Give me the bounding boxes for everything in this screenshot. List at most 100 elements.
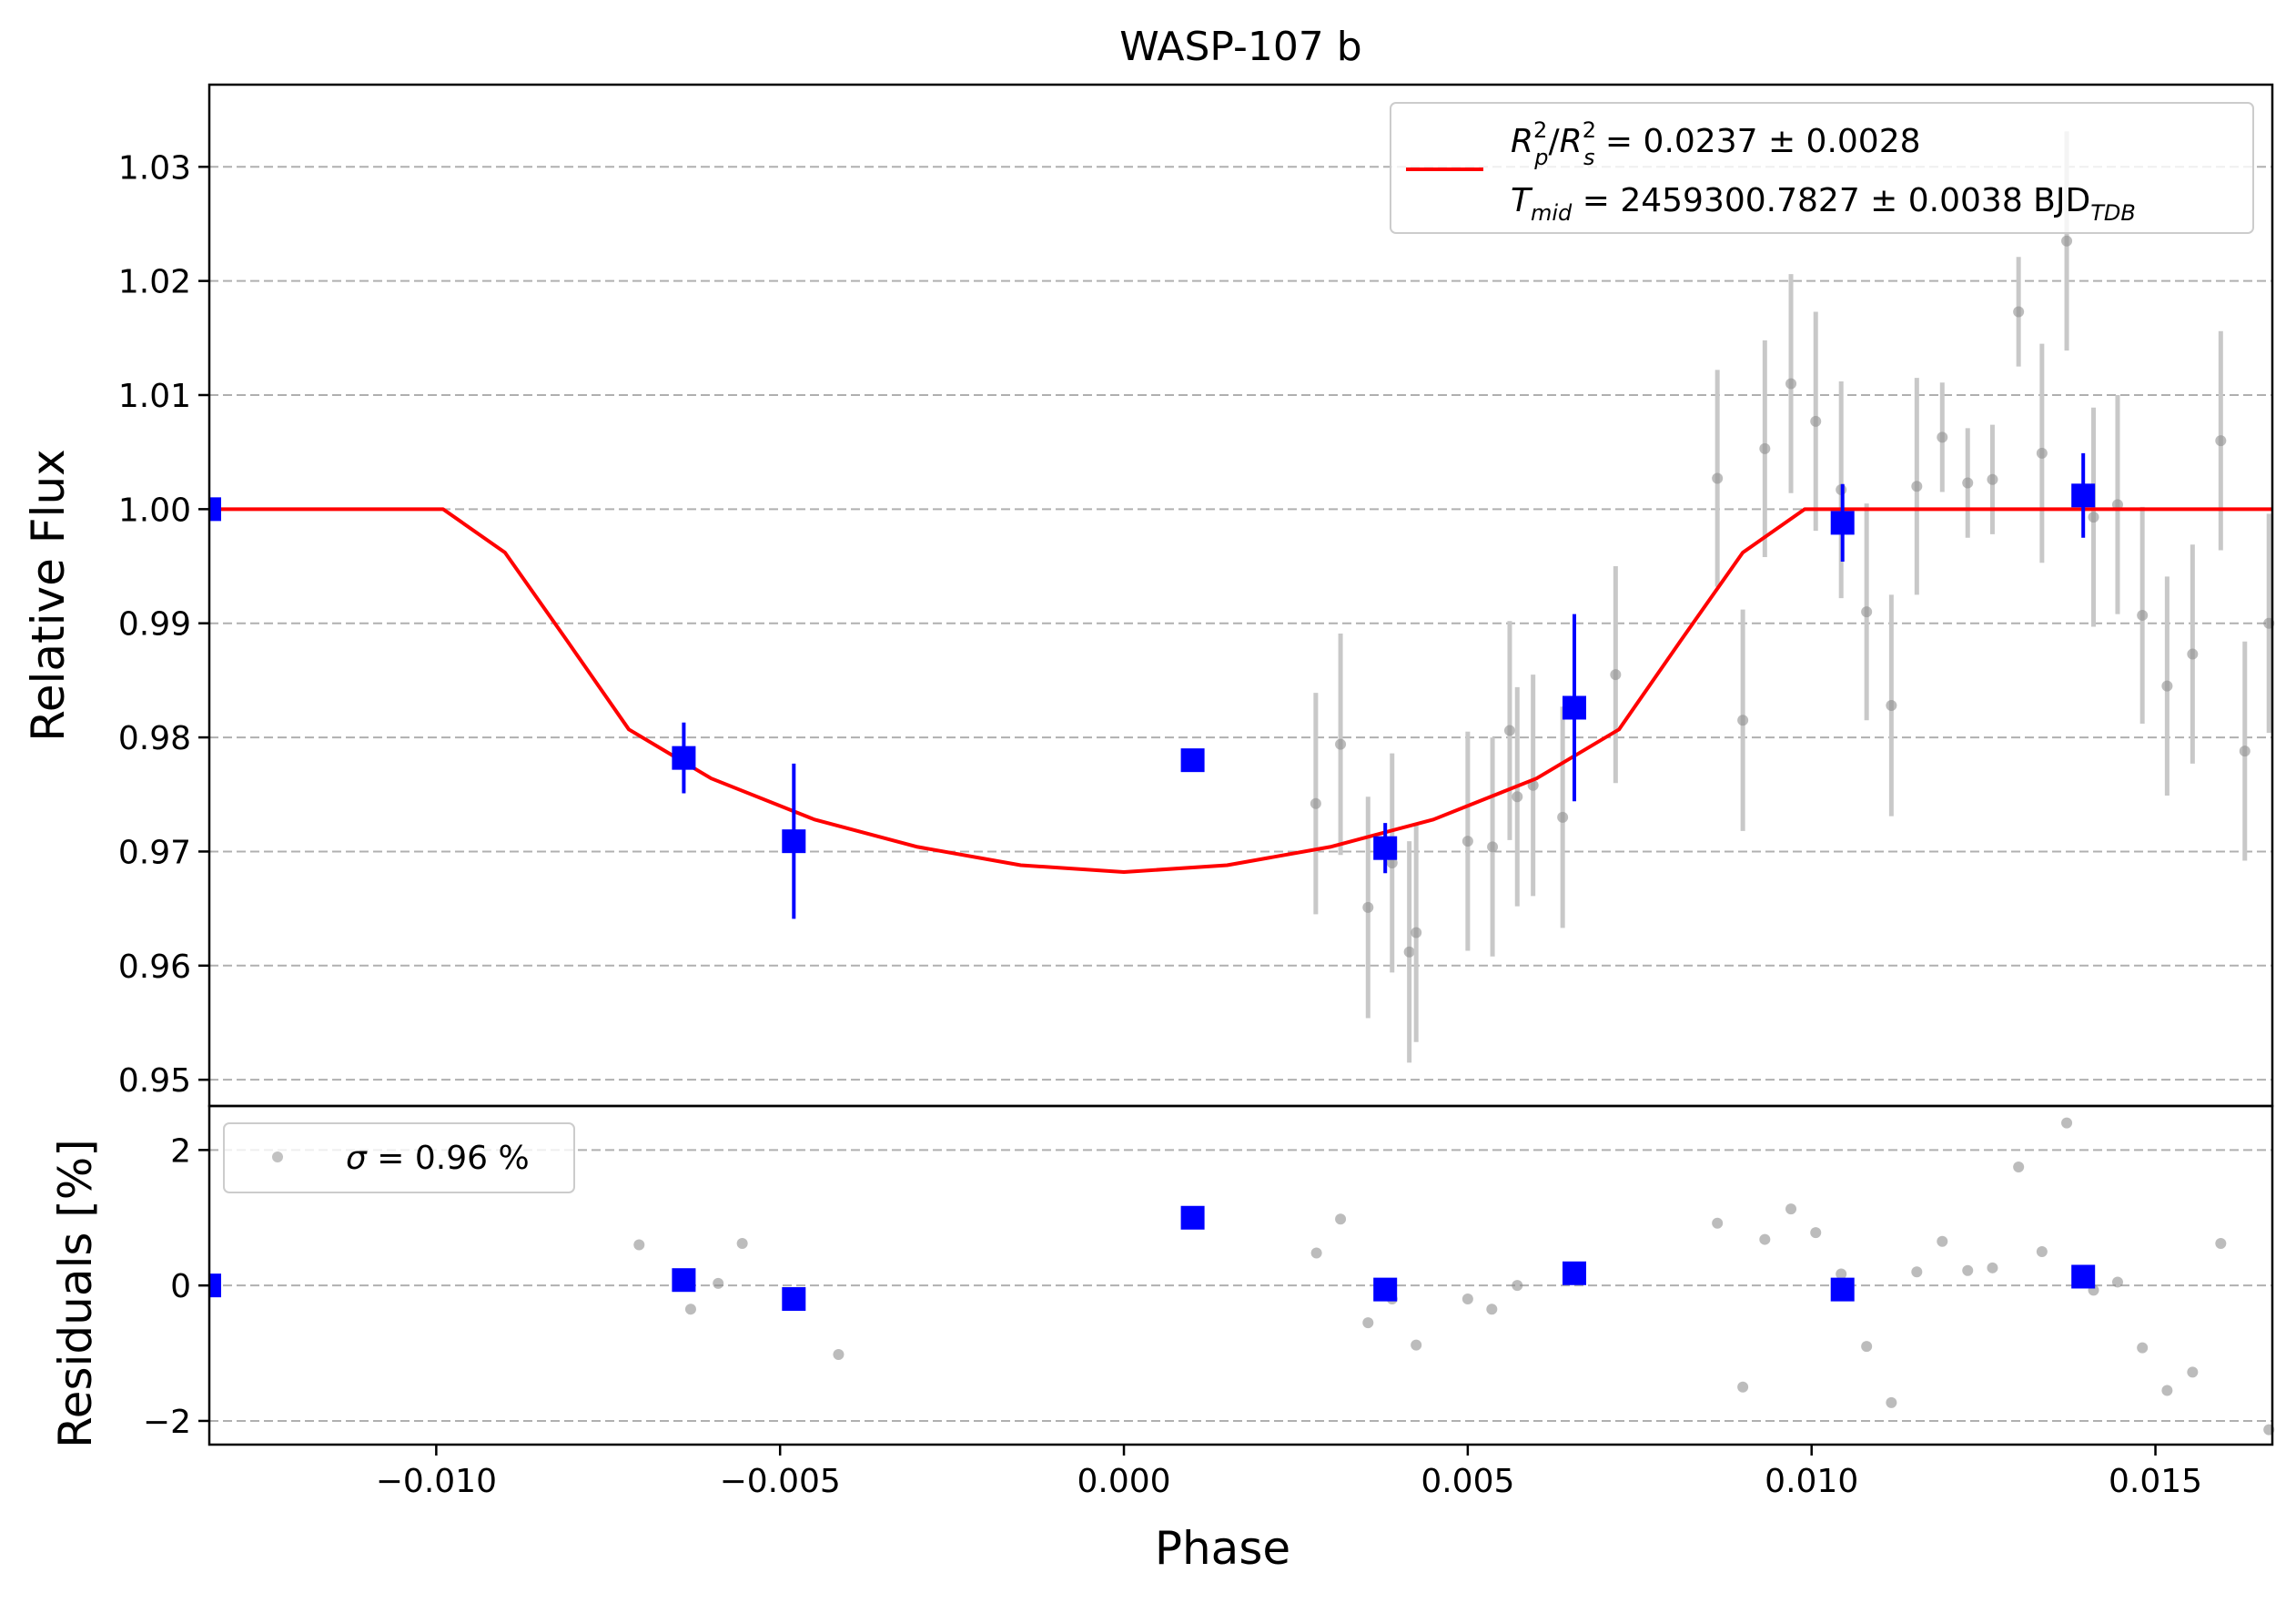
raw-point — [1785, 378, 1797, 390]
residual-raw-point — [1785, 1203, 1797, 1215]
residual-raw-point — [1836, 1268, 1847, 1280]
raw-point — [1462, 836, 1473, 847]
binned-point — [1830, 511, 1855, 535]
raw-point — [1810, 415, 1822, 427]
raw-point — [1487, 841, 1499, 853]
raw-point — [1712, 472, 1724, 484]
residual-raw-point — [1462, 1294, 1473, 1305]
x-tick-label: 0.005 — [1421, 1463, 1514, 1500]
residual-raw-point — [2111, 1276, 2123, 1288]
bottom-panel-raw-points — [633, 1117, 2275, 1436]
raw-point — [2088, 512, 2099, 523]
residual-raw-point — [1362, 1317, 1374, 1329]
raw-point — [1937, 431, 1948, 443]
bottom-y-tick-label: 0 — [170, 1268, 191, 1305]
raw-point — [1335, 738, 1347, 750]
top-y-tick-label: 0.96 — [118, 949, 191, 986]
residual-raw-point — [1987, 1262, 1998, 1273]
raw-point — [1861, 606, 1873, 618]
residual-raw-point — [2187, 1366, 2199, 1378]
raw-point — [2161, 680, 2173, 692]
residual-raw-point — [1937, 1235, 1948, 1247]
top-legend-line-1: R2 p/R2 s = 0.0237 ± 0.0028 — [1511, 117, 1921, 170]
binned-point — [782, 829, 806, 854]
residual-raw-point — [1737, 1381, 1749, 1393]
residual-binned-point — [2071, 1264, 2096, 1289]
residual-raw-point — [1411, 1339, 1422, 1351]
top-panel-grid — [209, 166, 2272, 1081]
x-tick-label: 0.015 — [2109, 1463, 2202, 1500]
bottom-legend-text: σ = 0.96 % — [346, 1140, 530, 1177]
residual-raw-point — [1886, 1396, 1897, 1408]
binned-point — [1373, 836, 1398, 860]
residual-raw-point — [2061, 1117, 2073, 1129]
top-y-tick-label: 0.97 — [118, 834, 191, 871]
bottom-panel-binned-points — [209, 1205, 2096, 1312]
raw-point — [1362, 901, 1374, 913]
raw-point — [2239, 746, 2250, 757]
raw-point — [1557, 811, 1569, 823]
raw-point — [1610, 669, 1622, 681]
bottom-y-tick-label: −2 — [143, 1404, 191, 1441]
top-panel-raw-points — [1310, 131, 2275, 1063]
top-y-tick-label: 1.03 — [118, 149, 191, 187]
binned-point — [1180, 748, 1205, 773]
raw-point — [1737, 715, 1749, 726]
top-y-tick-label: 0.98 — [118, 720, 191, 757]
raw-point — [1962, 477, 1974, 489]
residual-raw-point — [1486, 1304, 1498, 1315]
raw-point — [1386, 857, 1398, 868]
chart-title: WASP-107 b — [1119, 24, 1361, 70]
bottom-panel-y-ticks: −2 0 2 — [143, 1132, 209, 1441]
residual-raw-point — [1861, 1341, 1873, 1353]
bottom-panel-frame — [207, 1104, 2274, 1446]
residual-raw-point — [1712, 1217, 1724, 1229]
raw-point — [2137, 609, 2149, 621]
raw-point — [2013, 306, 2025, 318]
raw-point — [2187, 648, 2199, 660]
top-panel-y-ticks: 0.95 0.96 0.97 0.98 0.99 1.00 1.01 1.02 1.03 — [118, 149, 209, 1100]
residual-raw-point — [2013, 1161, 2025, 1172]
bottom-legend-swatch — [272, 1152, 283, 1162]
raw-point — [1512, 791, 1523, 803]
raw-point — [1987, 473, 1998, 485]
binned-point — [672, 746, 696, 770]
residual-raw-point — [2161, 1385, 2173, 1396]
x-tick-label: −0.005 — [720, 1463, 841, 1500]
raw-point — [2111, 499, 2123, 511]
residual-raw-point — [2137, 1342, 2149, 1354]
residual-raw-point — [1335, 1213, 1347, 1225]
residual-raw-point — [1759, 1233, 1771, 1245]
residual-raw-point — [833, 1349, 845, 1361]
top-legend-box — [1390, 102, 2254, 234]
top-y-tick-label: 1.01 — [118, 378, 191, 415]
raw-point — [1503, 725, 1515, 736]
residual-binned-point — [782, 1287, 806, 1312]
top-panel-binned-points — [209, 452, 2096, 919]
residual-binned-point — [1562, 1261, 1586, 1285]
raw-point — [1403, 946, 1415, 958]
top-legend: R2 p/R2 s = 0.0237 ± 0.0028 Tmid = 2459300… — [1390, 102, 2254, 234]
top-y-axis-label: Relative Flux — [22, 449, 75, 741]
raw-point — [1911, 481, 1923, 492]
residual-binned-point — [672, 1268, 696, 1293]
residual-binned-point — [1373, 1277, 1398, 1302]
residual-raw-point — [736, 1238, 748, 1250]
bottom-legend: σ = 0.96 % — [223, 1122, 575, 1193]
bottom-panel-x-ticks: −0.010 −0.005 0.000 0.005 0.010 0.015 — [376, 1445, 2202, 1500]
top-legend-line-2: Tmid = 2459300.7827 ± 0.0038 BJDTDB — [1511, 182, 2136, 226]
residual-binned-point — [1830, 1277, 1855, 1302]
residual-raw-point — [2215, 1238, 2227, 1250]
raw-point — [2036, 447, 2048, 459]
bottom-legend-box — [223, 1122, 575, 1193]
x-tick-label: 0.010 — [1765, 1463, 1858, 1500]
residual-raw-point — [1911, 1266, 1923, 1278]
residual-raw-point — [1310, 1247, 1322, 1259]
residual-raw-point — [2036, 1245, 2048, 1257]
residual-binned-point — [209, 1273, 221, 1298]
binned-point — [2071, 483, 2096, 508]
binned-point — [1562, 695, 1586, 720]
x-tick-label: 0.000 — [1077, 1463, 1171, 1500]
